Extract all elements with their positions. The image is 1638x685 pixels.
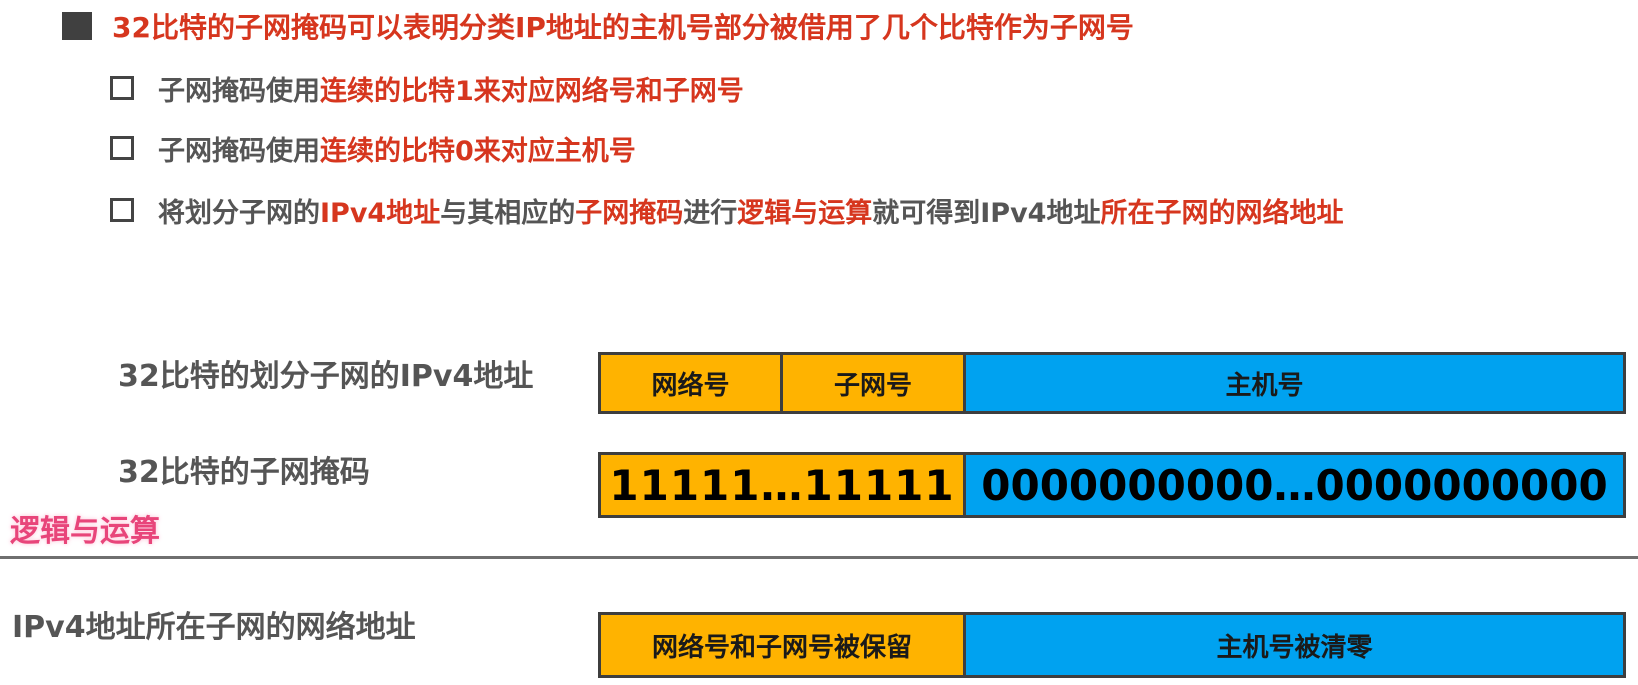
mask-row-label: 32比特的子网掩码	[118, 455, 370, 490]
kept-segment: 网络号和子网号被保留	[601, 615, 966, 675]
sub-bullet-3-part-1: 将划分子网的	[158, 197, 320, 229]
network-number-segment: 网络号	[601, 355, 783, 411]
subnet-number-segment: 子网号	[783, 355, 966, 411]
sub-bullet-1-highlight: 连续的比特1来对应网络号和子网号	[320, 75, 744, 107]
mask-zeros-segment: 0000000000…0000000000	[966, 455, 1623, 515]
sub-bullet-3-part-5: 进行	[683, 197, 738, 229]
address-row-label: 32比特的划分子网的IPv4地址	[118, 359, 534, 394]
address-bar: 网络号 子网号 主机号	[598, 352, 1626, 414]
cleared-segment: 主机号被清零	[966, 615, 1623, 675]
result-bar: 网络号和子网号被保留 主机号被清零	[598, 612, 1626, 678]
operation-divider-line	[0, 556, 1638, 559]
main-bullet: 32比特的子网掩码可以表明分类IP地址的主机号部分被借用了几个比特作为子网号	[62, 6, 1134, 46]
hollow-square-bullet-icon	[110, 76, 134, 100]
sub-bullet-3-part-8: 所在子网的网络地址	[1100, 197, 1344, 229]
sub-bullet-1-plain: 子网掩码使用	[158, 75, 320, 107]
sub-bullet-1: 子网掩码使用 连续的比特1来对应网络号和子网号	[110, 68, 744, 108]
sub-bullet-3: 将划分子网的 IPv4地址 与其相应的 子网掩码 进行 逻辑与运算 就可得到IP…	[110, 190, 1343, 230]
sub-bullet-3-part-2: IPv4地址	[320, 197, 441, 229]
result-row-label: IPv4地址所在子网的网络地址	[12, 610, 416, 645]
sub-bullet-2: 子网掩码使用 连续的比特0来对应主机号	[110, 128, 636, 168]
mask-bar: 11111…11111 0000000000…0000000000	[598, 452, 1626, 518]
mask-ones-segment: 11111…11111	[601, 455, 966, 515]
sub-bullet-2-highlight: 连续的比特0来对应主机号	[320, 135, 636, 167]
sub-bullet-3-part-4: 子网掩码	[575, 197, 684, 229]
sub-bullet-3-part-6: 逻辑与运算	[737, 197, 873, 229]
host-number-segment: 主机号	[966, 355, 1623, 411]
sub-bullet-3-part-3: 与其相应的	[440, 197, 576, 229]
hollow-square-bullet-icon	[110, 198, 134, 222]
main-bullet-text: 32比特的子网掩码可以表明分类IP地址的主机号部分被借用了几个比特作为子网号	[112, 11, 1134, 44]
logic-and-label: 逻辑与运算	[10, 514, 160, 549]
filled-square-bullet-icon	[62, 12, 92, 40]
hollow-square-bullet-icon	[110, 136, 134, 160]
sub-bullet-3-part-7: 就可得到IPv4地址	[872, 197, 1101, 229]
sub-bullet-2-plain: 子网掩码使用	[158, 135, 320, 167]
